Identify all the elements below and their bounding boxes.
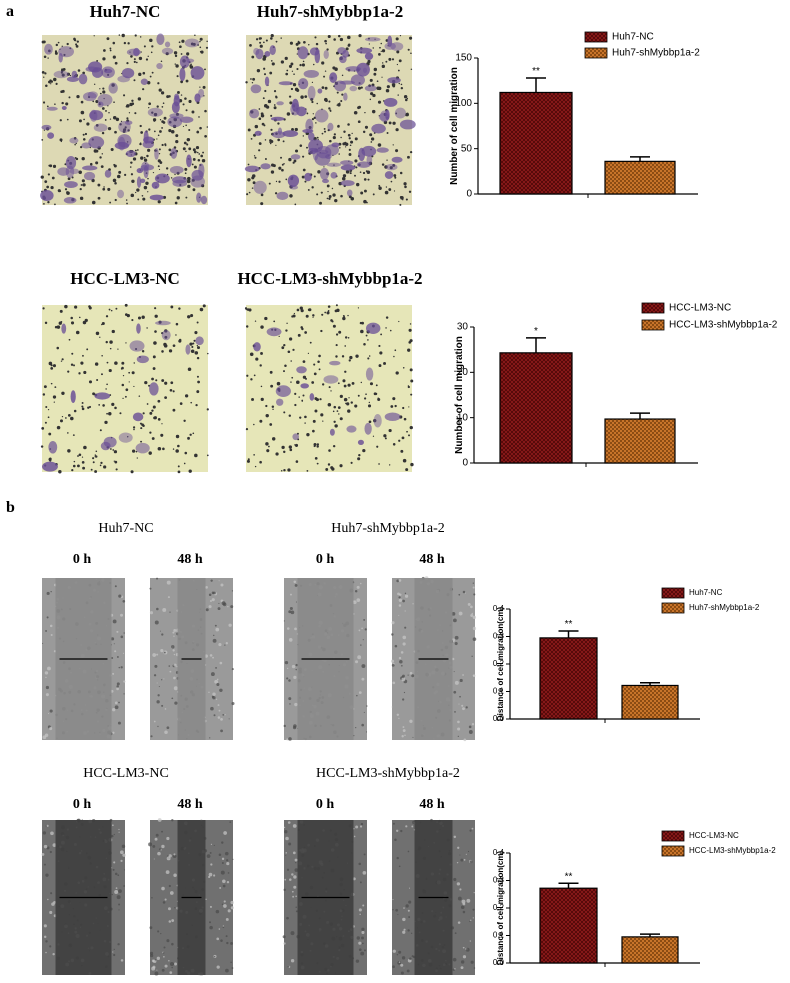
legend-label: Huh7-NC xyxy=(612,32,654,43)
legend-swatch xyxy=(641,319,665,331)
image-title: Huh7-NC xyxy=(98,521,153,536)
legend-swatch xyxy=(661,602,685,614)
micrograph xyxy=(244,304,414,472)
bar xyxy=(621,684,679,720)
micrograph xyxy=(282,820,367,975)
image-title: HCC-LM3-shMybbp1a-2 xyxy=(316,766,460,781)
time-label: 0 h xyxy=(73,552,92,567)
legend-swatch xyxy=(584,47,608,59)
time-label: 0 h xyxy=(73,797,92,812)
y-tick-label: 0.4 xyxy=(493,848,505,857)
micrograph xyxy=(40,303,209,474)
image-title: Huh7-shMybbp1a-2 xyxy=(331,521,445,536)
bar xyxy=(604,418,676,464)
y-tick-label: 150 xyxy=(455,53,472,64)
time-label: 48 h xyxy=(419,552,445,567)
legend-label: Huh7-shMybbp1a-2 xyxy=(689,603,760,612)
time-label: 48 h xyxy=(177,797,203,812)
y-tick-label: 50 xyxy=(461,143,473,154)
micrograph xyxy=(283,578,368,741)
image-title: Huh7-shMybbp1a-2 xyxy=(257,2,403,21)
micrograph xyxy=(42,578,126,740)
legend-label: Huh7-NC xyxy=(689,588,723,597)
significance: ** xyxy=(532,66,540,77)
micrograph xyxy=(40,33,209,206)
y-tick-label: 0.0 xyxy=(493,714,505,723)
legend-swatch xyxy=(584,31,608,43)
y-tick-label: 20 xyxy=(457,367,469,378)
image-title: Huh7-NC xyxy=(90,2,161,21)
legend-swatch xyxy=(641,302,665,314)
y-tick-label: 100 xyxy=(455,98,472,109)
bar xyxy=(499,91,573,195)
time-label: 0 h xyxy=(316,552,335,567)
y-axis-label: Number of cell migration xyxy=(449,67,460,185)
y-tick-label: 0.0 xyxy=(493,958,505,967)
image-title: HCC-LM3-NC xyxy=(70,269,180,288)
panel-label: b xyxy=(6,499,15,516)
bar xyxy=(499,352,573,464)
y-axis-label: Distance of cell migration(cm) xyxy=(496,851,505,966)
y-tick-label: 0.3 xyxy=(493,876,505,885)
micrograph xyxy=(390,576,477,742)
legend-label: HCC-LM3-NC xyxy=(689,831,739,840)
significance: * xyxy=(534,326,538,337)
bar xyxy=(621,936,679,964)
micrograph xyxy=(149,577,235,740)
legend-swatch xyxy=(661,587,685,599)
y-tick-label: 0.4 xyxy=(493,604,505,613)
micrograph xyxy=(244,34,416,206)
y-tick-label: 0.2 xyxy=(493,903,505,912)
micrograph xyxy=(148,818,234,977)
legend-label: Huh7-shMybbp1a-2 xyxy=(612,48,700,59)
y-tick-label: 30 xyxy=(457,322,469,333)
image-title: HCC-LM3-shMybbp1a-2 xyxy=(237,269,422,288)
legend-label: HCC-LM3-shMybbp1a-2 xyxy=(689,846,776,855)
significance: ** xyxy=(565,871,573,882)
micrograph xyxy=(41,818,126,975)
y-tick-label: 0 xyxy=(466,189,472,200)
micrograph xyxy=(392,818,476,975)
legend-swatch xyxy=(661,830,685,842)
y-tick-label: 0.1 xyxy=(493,931,505,940)
y-tick-label: 0.2 xyxy=(493,659,505,668)
significance: ** xyxy=(565,619,573,630)
y-tick-label: 0.3 xyxy=(493,632,505,641)
time-label: 48 h xyxy=(419,797,445,812)
bar xyxy=(539,887,598,964)
legend-label: HCC-LM3-NC xyxy=(669,303,731,314)
y-tick-label: 10 xyxy=(457,412,469,423)
y-tick-label: 0 xyxy=(462,458,468,469)
bar xyxy=(604,160,676,195)
y-axis-label: Distance of cell migration(cm) xyxy=(496,607,505,722)
time-label: 48 h xyxy=(177,552,203,567)
image-title: HCC-LM3-NC xyxy=(83,766,169,781)
time-label: 0 h xyxy=(316,797,335,812)
legend-label: HCC-LM3-shMybbp1a-2 xyxy=(669,320,778,331)
y-tick-label: 0.1 xyxy=(493,687,505,696)
legend-swatch xyxy=(661,845,685,857)
panel-label: a xyxy=(6,3,14,20)
bar xyxy=(539,637,598,720)
y-axis-label: Number of cell migration xyxy=(454,336,465,454)
